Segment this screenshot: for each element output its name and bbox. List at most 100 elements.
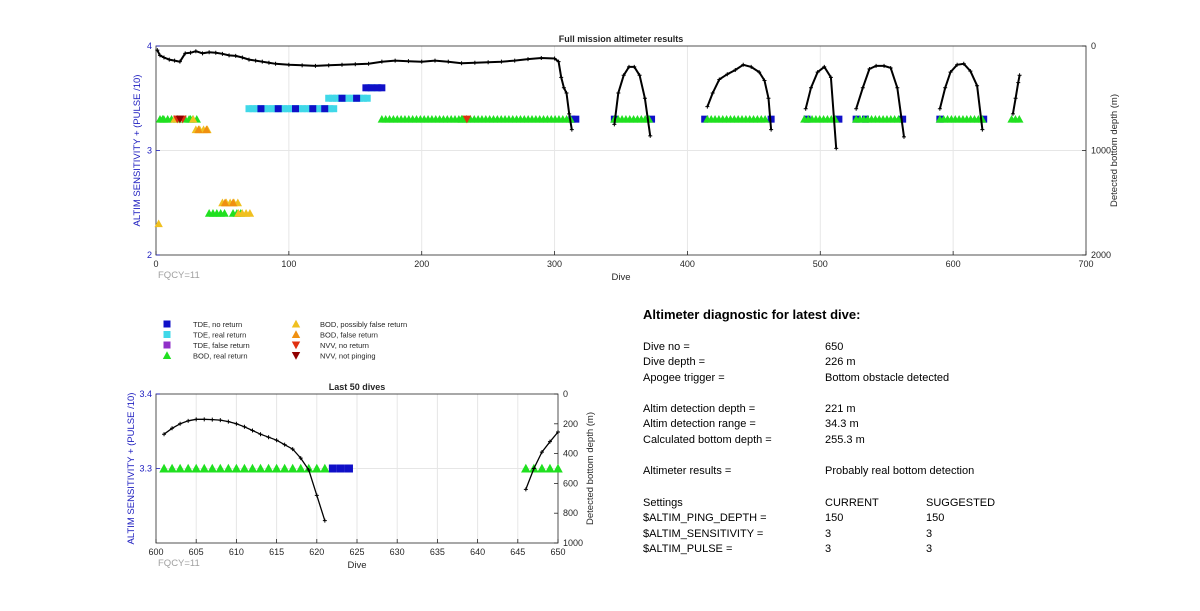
last-50-xlabel: Dive <box>347 560 366 571</box>
last-50-series-bottom-depth-point <box>258 432 263 437</box>
full-mission-series-bottom-depth-point <box>567 111 572 116</box>
full-mission-series-bottom-depth-point <box>948 70 953 75</box>
last-50-series-tde-no-return-marker <box>328 464 337 473</box>
full-mission-series-bottom-depth-point <box>564 91 569 96</box>
full-mission-series-bottom-depth-point <box>867 66 872 71</box>
last-50-series-bod-real-return-marker <box>255 463 266 473</box>
legend-label: TDE, real return <box>193 331 246 340</box>
full-mission-series-tde-no-return-marker <box>374 84 382 92</box>
full-mission-series-bod-real-return-marker <box>158 114 167 123</box>
last-50-series-bod-real-return-marker <box>545 463 555 473</box>
full-mission-series-tde-no-return-marker <box>701 115 709 123</box>
last-50-y2tick-label: 200 <box>563 419 578 429</box>
full-mission-series-tde-real-return-marker <box>287 105 295 113</box>
full-mission-series-tde-no-return-marker <box>309 105 317 113</box>
full-mission-series-bottom-depth-point <box>822 64 827 69</box>
last-50-series-bod-real-return-marker <box>239 463 250 473</box>
legend-marker <box>163 331 171 338</box>
full-mission-series-tde-no-return-marker <box>378 84 386 92</box>
settings-current: 150 <box>825 512 844 524</box>
full-mission-series-bottom-depth-point <box>155 48 160 53</box>
full-mission-y2tick-label: 2000 <box>1091 250 1111 260</box>
full-mission-series-tde-real-return-marker <box>344 94 352 102</box>
legend-label: NVV, not pinging <box>320 352 376 361</box>
last-50-series-bod-real-return-marker <box>247 463 258 473</box>
full-mission-series-bottom-depth-point <box>177 59 182 64</box>
full-mission-series-tde-real-return-marker <box>325 94 333 102</box>
last-50-series-bod-real-return-marker <box>159 463 169 473</box>
diagnostic-value: 255.3 m <box>825 434 865 446</box>
full-mission-series-bottom-depth-point <box>512 58 517 63</box>
full-mission-series-bottom-depth-point <box>286 62 291 67</box>
last-50-title: Last 50 dives <box>329 382 386 392</box>
full-mission-series-bod-false-return-marker <box>228 198 238 207</box>
full-mission-series-bottom-depth-point <box>227 53 232 58</box>
last-50-y2tick-label: 1000 <box>563 538 583 548</box>
last-50-series-bottom-depth-point <box>322 518 327 523</box>
last-50-series-bod-real-return-marker <box>175 463 185 473</box>
full-mission-series-tde-no-return-marker <box>367 84 375 92</box>
full-mission-series-bottom-depth-point <box>353 62 358 67</box>
last-50-series-bottom-depth-point <box>250 428 255 433</box>
full-mission-series-bottom-depth-point <box>769 127 774 132</box>
full-mission-series-tde-real-return-marker <box>268 105 276 113</box>
full-mission-series-bottom-depth-point <box>895 85 900 90</box>
last-50-series-bottom-depth-point <box>314 493 319 498</box>
full-mission-series-bottom-depth-line <box>613 65 652 137</box>
full-mission-series-tde-real-return-marker <box>299 105 307 113</box>
settings-label: $ALTIM_PULSE = <box>643 543 733 555</box>
full-mission-series-bottom-depth-point <box>161 55 166 60</box>
full-mission-series-bottom-depth-point <box>943 85 948 90</box>
last-50-y2tick-label: 0 <box>563 389 568 399</box>
last-50-series-bottom-depth-point <box>170 426 175 431</box>
diagnostic-label: Apogee trigger = <box>643 372 725 384</box>
full-mission-xtick-label: 400 <box>680 259 695 269</box>
full-mission-series-bottom-depth-point <box>340 62 344 67</box>
full-mission-series-bottom-depth-line <box>1011 75 1021 115</box>
full-mission-series-tde-real-return-marker <box>253 105 261 113</box>
full-mission-series-tde-real-return-marker <box>329 94 337 102</box>
full-mission-fqcy-annotation: FQCY=11 <box>158 270 200 281</box>
full-mission-series-tde-no-return-marker <box>648 115 656 123</box>
full-mission-xtick-label: 300 <box>547 259 562 269</box>
full-mission-series-bottom-depth-point <box>486 60 491 65</box>
full-mission-series-bottom-depth-point <box>326 63 331 68</box>
last-50-series-bottom-depth-point <box>290 447 295 452</box>
full-mission-series-bottom-depth-point <box>157 53 162 58</box>
full-mission-ylabel: ALTIM SENSITIVITY + (PULSE /10) <box>132 75 143 227</box>
full-mission-series-bottom-depth-point <box>975 83 980 88</box>
last-50-series-bottom-depth-point <box>186 418 191 423</box>
full-mission-series-bottom-depth-point <box>749 64 754 69</box>
last-50-series-bod-real-return-marker <box>223 463 234 473</box>
legend-marker <box>291 330 301 338</box>
last-50-ytick-label: 3.4 <box>139 389 152 399</box>
altimeter-diagnostic: Altimeter diagnostic for latest dive: Di… <box>643 0 1183 611</box>
last-50-series-bod-real-return-marker <box>167 463 177 473</box>
last-50-xtick-label: 630 <box>390 547 405 557</box>
full-mission-series-bottom-depth-point <box>642 96 647 101</box>
last-50-series-bod-real-return-marker <box>199 463 210 473</box>
last-50-xtick-label: 620 <box>309 547 324 557</box>
full-mission-series-tde-real-return-marker <box>245 105 253 113</box>
full-mission-series-bottom-depth-point <box>539 56 544 61</box>
full-mission-series-bottom-depth-point <box>803 106 808 111</box>
last-50-xtick-label: 635 <box>430 547 445 557</box>
full-mission-series-tde-real-return-marker <box>303 105 311 113</box>
last-50-series-bod-real-return-marker <box>207 463 218 473</box>
last-50-y2tick-label: 800 <box>563 508 578 518</box>
full-mission-series-bod-real-return-marker <box>457 114 466 123</box>
full-mission-series-tde-real-return-marker <box>359 94 367 102</box>
full-mission-series-bottom-depth-point <box>406 59 411 64</box>
last-50-series-bod-real-return-marker <box>320 463 330 473</box>
last-50-series-bottom-depth-point <box>306 467 311 472</box>
last-50-series-bod-real-return-marker <box>295 463 306 473</box>
full-mission-series-bottom-depth-point <box>393 58 398 63</box>
legend-marker <box>291 352 301 360</box>
full-mission-xlabel: Dive <box>611 272 630 283</box>
legend-label: TDE, false return <box>193 341 250 350</box>
full-mission-series-bottom-depth-point <box>526 57 530 62</box>
full-mission-series-bottom-depth-point <box>901 134 906 139</box>
full-mission-series-bottom-depth-point <box>632 64 637 69</box>
full-mission-series-bottom-depth-point <box>273 61 278 66</box>
